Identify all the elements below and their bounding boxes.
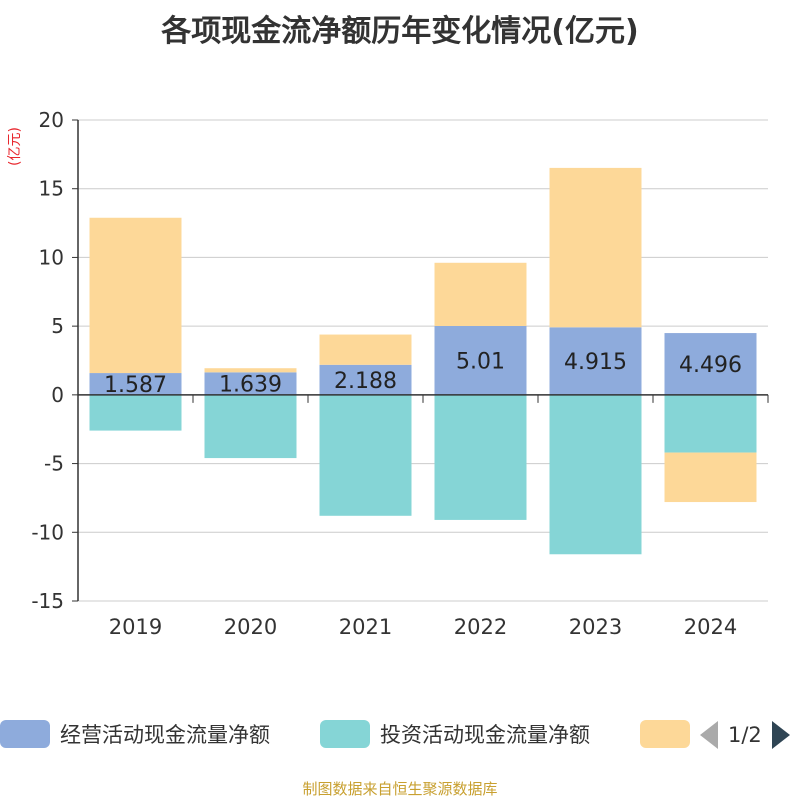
y-tick-label: 20 bbox=[39, 108, 64, 132]
legend-swatch-investing bbox=[320, 720, 370, 748]
legend-label-investing: 投资活动现金流量净额 bbox=[380, 723, 590, 747]
y-tick-label: 10 bbox=[39, 245, 64, 269]
legend-item-operating[interactable]: 经营活动现金流量净额 bbox=[0, 716, 270, 752]
bar-operating-2024 bbox=[664, 333, 757, 395]
legend-pager: 1/2 bbox=[700, 720, 790, 750]
bar-third-2024 bbox=[664, 452, 757, 503]
legend-page-indicator: 1/2 bbox=[728, 723, 762, 747]
bar-operating-2022 bbox=[434, 326, 527, 395]
bar-third-2020 bbox=[204, 368, 297, 373]
bar-operating-2020 bbox=[204, 372, 297, 395]
legend-label-operating: 经营活动现金流量净额 bbox=[60, 723, 270, 747]
bar-third-2021 bbox=[319, 334, 412, 365]
legend-next-icon[interactable] bbox=[771, 721, 790, 749]
y-tick-label: -15 bbox=[31, 589, 64, 613]
legend: 经营活动现金流量净额 投资活动现金流量净额 1/2 bbox=[0, 716, 800, 756]
legend-item-third[interactable] bbox=[640, 716, 700, 752]
data-label-2022: 5.01 bbox=[456, 349, 505, 374]
data-source-note: 制图数据来自恒生聚源数据库 bbox=[302, 780, 498, 798]
y-tick-label: -10 bbox=[31, 520, 64, 544]
bar-investing-2019 bbox=[89, 394, 182, 431]
chart-title: 各项现金流净额历年变化情况(亿元) bbox=[161, 14, 639, 49]
data-label-2024: 4.496 bbox=[679, 353, 742, 378]
legend-prev-icon[interactable] bbox=[700, 721, 718, 749]
x-tick-label-2023: 2023 bbox=[569, 615, 622, 639]
bar-investing-2020 bbox=[204, 394, 297, 459]
x-tick-label-2024: 2024 bbox=[684, 615, 737, 639]
bar-investing-2021 bbox=[319, 394, 412, 516]
bar-investing-2024 bbox=[664, 394, 757, 453]
labels: -15 -10 -5 0 5 10 15 20 1.587 2019 1.639 2020 2.188 2… bbox=[31, 108, 742, 639]
bar-operating-2019 bbox=[89, 373, 182, 395]
data-label-2019: 1.587 bbox=[104, 373, 167, 398]
bar-investing-2023 bbox=[549, 394, 642, 555]
data-label-2020: 1.639 bbox=[219, 373, 282, 398]
legend-item-investing[interactable]: 投资活动现金流量净额 bbox=[320, 716, 590, 752]
y-tick-label: 5 bbox=[51, 314, 64, 338]
x-tick-label-2020: 2020 bbox=[224, 615, 277, 639]
y-tick-label: 0 bbox=[51, 383, 64, 407]
grid-lines bbox=[78, 119, 768, 602]
y-tick-label: -5 bbox=[44, 452, 64, 476]
x-tick-label-2021: 2021 bbox=[339, 615, 392, 639]
bar-investing-2022 bbox=[434, 394, 527, 520]
bar-third-2022 bbox=[434, 262, 527, 327]
bar-third-2023 bbox=[549, 167, 642, 328]
axes bbox=[72, 119, 769, 602]
y-tick-label: 15 bbox=[39, 177, 64, 201]
data-label-2021: 2.188 bbox=[334, 369, 397, 394]
x-tick-label-2022: 2022 bbox=[454, 615, 507, 639]
legend-swatch-third bbox=[640, 720, 690, 748]
bar-operating-2023 bbox=[549, 327, 642, 395]
bars bbox=[89, 167, 757, 555]
legend-swatch-operating bbox=[0, 720, 50, 748]
data-label-2023: 4.915 bbox=[564, 350, 627, 375]
bar-operating-2021 bbox=[319, 364, 412, 395]
bar-third-2019 bbox=[89, 217, 182, 374]
chart-canvas: -15 -10 -5 0 5 10 15 20 1.587 2019 1.639 2020 2.188 2… bbox=[31, 108, 769, 639]
x-tick-label-2019: 2019 bbox=[109, 615, 162, 639]
